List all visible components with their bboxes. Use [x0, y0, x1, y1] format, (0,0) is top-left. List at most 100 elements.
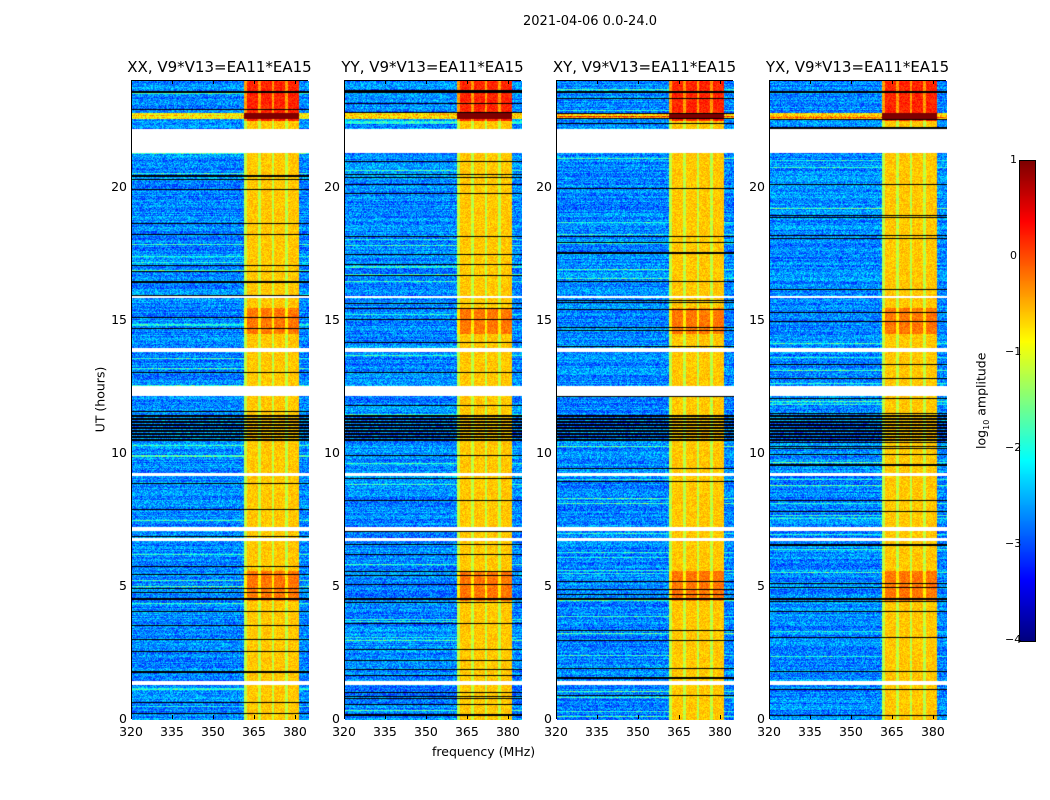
x-tick-mark — [253, 80, 255, 84]
x-tick-mark — [809, 715, 811, 719]
x-tick-label: 350 — [414, 724, 438, 739]
spectrogram-panel-2 — [556, 80, 734, 720]
x-tick-mark — [719, 715, 721, 719]
y-tick-label: 5 — [544, 577, 552, 593]
x-axis-label: frequency (MHz) — [432, 744, 536, 759]
x-tick-label: 365 — [666, 724, 691, 739]
x-tick-label: 320 — [332, 724, 356, 739]
x-tick-mark — [384, 80, 386, 84]
x-tick-mark — [425, 715, 427, 719]
x-tick-mark — [596, 80, 598, 84]
y-tick-label: 5 — [332, 577, 340, 593]
spectrogram-panel-3 — [769, 80, 947, 720]
colorbar-label-sub: 10 — [981, 419, 991, 430]
colorbar-label: log10 amplitude — [973, 341, 991, 461]
colorbar-tick-label: −3 — [1005, 537, 1022, 550]
x-tick-label: 335 — [798, 724, 822, 739]
x-tick-label: 380 — [495, 724, 520, 739]
colorbar-label-rest: amplitude — [973, 352, 989, 420]
x-tick-mark — [596, 715, 598, 719]
x-tick-label: 320 — [757, 724, 781, 739]
x-tick-mark — [212, 80, 214, 84]
panel-title: XY, V9*V13=EA11*EA15 — [552, 58, 737, 76]
panel-title: YX, V9*V13=EA11*EA15 — [765, 58, 950, 76]
y-axis-label: UT (hours) — [92, 366, 108, 433]
panel-title: YY, V9*V13=EA11*EA15 — [341, 58, 524, 76]
x-tick-mark — [507, 715, 509, 719]
x-tick-mark — [850, 715, 852, 719]
x-tick-mark — [131, 715, 132, 719]
y-tick-label: 10 — [536, 444, 552, 460]
colorbar-label-log: log — [973, 429, 989, 449]
x-tick-mark — [344, 715, 345, 719]
y-tick-label: 10 — [111, 444, 127, 460]
spectrogram-image — [345, 81, 522, 720]
x-tick-label: 380 — [920, 724, 945, 739]
x-tick-mark — [769, 715, 770, 719]
spectrogram-image — [770, 81, 947, 720]
y-tick-label: 20 — [324, 178, 340, 194]
y-tick-label: 15 — [111, 311, 127, 327]
x-tick-label: 350 — [201, 724, 225, 739]
x-tick-mark — [891, 80, 893, 84]
spectrogram-image — [132, 81, 309, 720]
x-tick-mark — [171, 715, 173, 719]
x-tick-mark — [131, 80, 132, 84]
y-tick-label: 0 — [332, 711, 340, 726]
x-tick-label: 380 — [282, 724, 307, 739]
y-tick-label: 0 — [544, 711, 552, 726]
panel-title: XX, V9*V13=EA11*EA15 — [127, 58, 312, 76]
y-tick-label: 10 — [324, 444, 340, 460]
x-tick-mark — [637, 80, 639, 84]
x-tick-mark — [556, 80, 557, 84]
colorbar-tick-label: −1 — [1005, 345, 1022, 358]
x-tick-label: 365 — [241, 724, 266, 739]
x-tick-mark — [344, 80, 345, 84]
x-tick-mark — [809, 80, 811, 84]
x-tick-mark — [769, 80, 770, 84]
x-tick-label: 380 — [707, 724, 732, 739]
x-tick-label: 335 — [160, 724, 184, 739]
x-tick-mark — [678, 80, 680, 84]
x-tick-mark — [466, 80, 468, 84]
x-tick-mark — [253, 715, 255, 719]
x-tick-mark — [556, 715, 557, 719]
x-tick-label: 320 — [544, 724, 568, 739]
colorbar-tick-label: −4 — [1005, 633, 1022, 646]
y-tick-label: 10 — [749, 444, 765, 460]
x-tick-mark — [850, 80, 852, 84]
x-tick-mark — [294, 715, 296, 719]
y-tick-label: 20 — [749, 178, 765, 194]
figure-title: 2021-04-06 0.0-24.0 — [523, 14, 657, 29]
x-tick-label: 365 — [454, 724, 479, 739]
x-tick-mark — [425, 80, 427, 84]
x-tick-mark — [294, 80, 296, 84]
x-tick-mark — [678, 715, 680, 719]
x-tick-mark — [466, 715, 468, 719]
spectrogram-panel-0 — [131, 80, 309, 720]
x-tick-mark — [891, 715, 893, 719]
y-tick-label: 0 — [757, 711, 765, 726]
x-tick-label: 350 — [626, 724, 650, 739]
x-tick-label: 335 — [373, 724, 397, 739]
colorbar — [1019, 160, 1036, 642]
x-tick-label: 350 — [839, 724, 863, 739]
y-tick-label: 20 — [536, 178, 552, 194]
y-tick-label: 15 — [536, 311, 552, 327]
y-tick-label: 5 — [757, 577, 765, 593]
x-tick-mark — [932, 715, 934, 719]
colorbar-tick-label: 1 — [1010, 153, 1017, 166]
x-tick-label: 335 — [585, 724, 609, 739]
y-tick-label: 15 — [324, 311, 340, 327]
x-tick-label: 365 — [879, 724, 904, 739]
x-tick-mark — [171, 80, 173, 84]
x-tick-mark — [212, 715, 214, 719]
y-tick-label: 15 — [749, 311, 765, 327]
colorbar-tick-label: −2 — [1005, 441, 1022, 454]
y-tick-label: 0 — [119, 711, 127, 726]
spectrogram-image — [557, 81, 734, 720]
x-tick-mark — [932, 80, 934, 84]
y-tick-label: 5 — [119, 577, 127, 593]
y-tick-label: 20 — [111, 178, 127, 194]
